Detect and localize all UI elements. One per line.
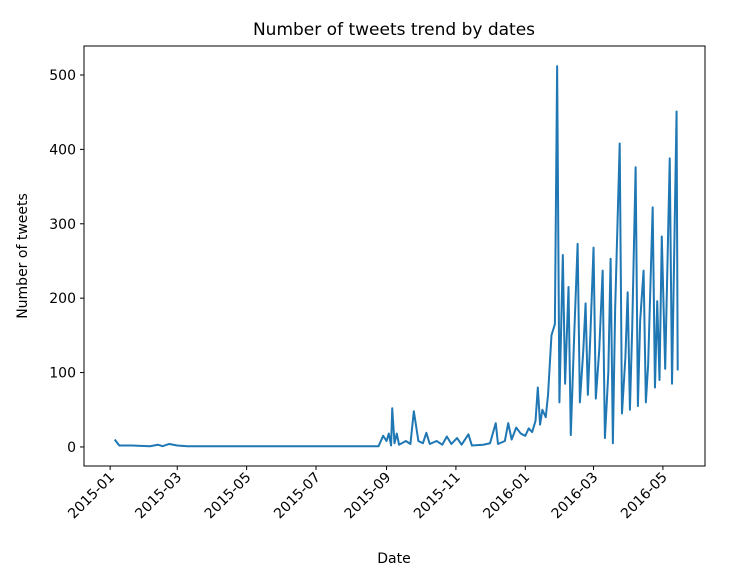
plot-frame xyxy=(83,45,706,467)
x-tick-label: 2016-05 xyxy=(618,470,671,523)
x-axis-label: Date xyxy=(377,551,410,567)
line-series xyxy=(113,65,679,448)
y-tick-label: 300 xyxy=(49,217,76,233)
x-tick-label: 2015-07 xyxy=(271,470,324,523)
x-tick-label: 2016-01 xyxy=(480,470,533,523)
x-tick-label: 2016-03 xyxy=(549,470,602,523)
y-tick-label: 400 xyxy=(49,142,76,158)
chart-title: Number of tweets trend by dates xyxy=(253,20,535,40)
x-tick-label: 2015-03 xyxy=(132,470,185,523)
x-tick-label: 2015-11 xyxy=(411,470,464,523)
x-tick-label: 2015-01 xyxy=(65,470,118,523)
x-tick-label: 2015-09 xyxy=(342,470,395,523)
y-tick-label: 100 xyxy=(49,366,76,382)
x-tick-label: 2015-05 xyxy=(202,470,255,523)
y-tick-label: 0 xyxy=(67,440,76,456)
y-axis-label: Number of tweets xyxy=(15,193,31,319)
y-tick-label: 500 xyxy=(49,68,76,84)
y-tick-label: 200 xyxy=(49,291,76,307)
